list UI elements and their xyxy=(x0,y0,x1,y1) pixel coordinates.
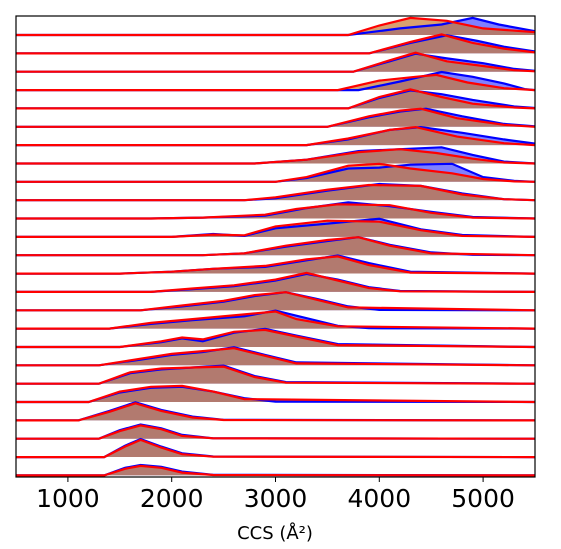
ridge-row-9 xyxy=(16,162,536,183)
series-b-fill xyxy=(16,127,535,146)
series-a-line xyxy=(16,70,536,92)
series-b-line xyxy=(16,148,536,165)
series-b-fill xyxy=(16,292,535,311)
series-b-fill xyxy=(16,348,535,366)
series-b-line xyxy=(16,33,536,55)
x-tick-label: 5000 xyxy=(451,484,515,513)
series-b-fill xyxy=(16,89,535,109)
series-a-line xyxy=(16,423,536,440)
series-b-line xyxy=(16,16,536,37)
ridge-row-4 xyxy=(16,70,536,92)
ridge-row-16 xyxy=(16,291,536,312)
series-b-line xyxy=(16,384,536,404)
series-b-fill xyxy=(16,465,535,476)
series-b-line xyxy=(16,88,536,110)
series-b-fill xyxy=(16,185,535,201)
ridge-row-8 xyxy=(16,146,536,165)
series-b-line xyxy=(16,464,536,477)
ridge-row-22 xyxy=(16,401,536,422)
series-b-line xyxy=(16,162,536,183)
series-a-line xyxy=(16,463,536,477)
ridge-row-2 xyxy=(16,33,536,55)
ridge-row-18 xyxy=(16,327,536,349)
series-b-fill xyxy=(16,34,535,54)
ridge-row-21 xyxy=(16,384,536,404)
series-b-line xyxy=(16,255,536,275)
series-b-line xyxy=(16,424,536,440)
series-b-fill xyxy=(16,149,535,164)
series-b-fill xyxy=(16,329,535,347)
series-b-line xyxy=(16,365,536,385)
x-tick-label: 3000 xyxy=(244,484,308,513)
series-b-line xyxy=(16,51,536,73)
ridge-row-25 xyxy=(16,463,536,477)
ridge-row-13 xyxy=(16,236,536,257)
series-b-line xyxy=(16,219,536,238)
ridge-row-11 xyxy=(16,201,536,220)
ridge-row-23 xyxy=(16,423,536,440)
ridge-row-3 xyxy=(16,51,536,73)
ridge-row-1 xyxy=(16,16,536,37)
series-b-line xyxy=(16,236,536,257)
ridge-row-17 xyxy=(16,309,536,330)
series-a-line xyxy=(16,437,536,459)
ridge-row-14 xyxy=(16,254,536,275)
ridge-row-6 xyxy=(16,107,536,128)
series-b-fill xyxy=(16,385,535,402)
plot-area xyxy=(16,16,536,477)
series-b-fill xyxy=(16,17,535,35)
series-b-line xyxy=(16,271,536,293)
series-b-fill xyxy=(16,425,535,439)
series-b-fill xyxy=(16,108,535,127)
ridge-row-12 xyxy=(16,217,536,238)
x-axis-label: CCS (Å²) xyxy=(237,522,313,544)
x-tick-label: 1000 xyxy=(36,484,100,513)
series-b-fill xyxy=(16,237,535,256)
ridge-row-7 xyxy=(16,125,536,147)
series-b-fill xyxy=(16,272,535,292)
series-b-fill xyxy=(16,439,535,458)
series-b-line xyxy=(16,183,536,202)
series-b-line xyxy=(16,347,536,367)
series-b-line xyxy=(16,107,536,128)
series-b-line xyxy=(16,73,536,92)
series-b-line xyxy=(16,310,536,330)
series-a-fill xyxy=(16,424,535,439)
series-b-line xyxy=(16,438,536,459)
x-axis: 1000 2000 3000 4000 5000 xyxy=(36,477,515,513)
x-tick-label: 2000 xyxy=(140,484,204,513)
series-b-line xyxy=(16,203,536,220)
series-b-line xyxy=(16,402,536,422)
series-b-fill xyxy=(16,311,535,329)
series-b-line xyxy=(16,328,536,349)
ridge-row-15 xyxy=(16,271,536,293)
series-b-fill xyxy=(16,403,535,421)
ridge-row-20 xyxy=(16,364,536,385)
ridge-row-24 xyxy=(16,437,536,459)
series-a-fill xyxy=(16,439,535,458)
x-tick-label: 4000 xyxy=(347,484,411,513)
series-b-line xyxy=(16,125,536,147)
ridge-row-5 xyxy=(16,88,536,110)
series-b-line xyxy=(16,291,536,312)
ridge-row-10 xyxy=(16,182,536,202)
ridge-row-19 xyxy=(16,346,536,367)
series-b-fill xyxy=(16,204,535,219)
